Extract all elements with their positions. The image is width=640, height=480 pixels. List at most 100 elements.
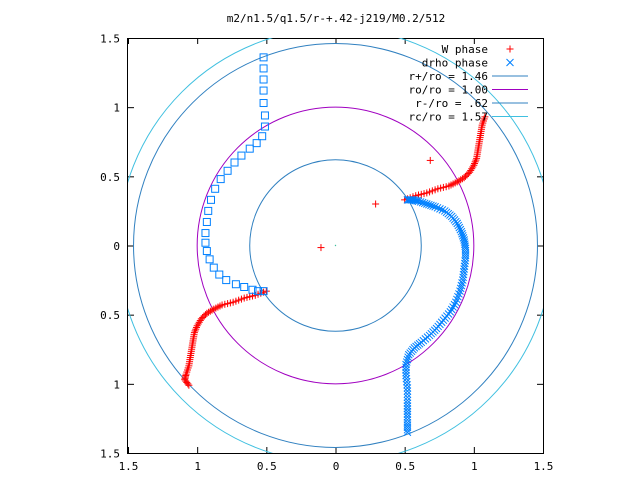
square-marker	[201, 229, 210, 238]
cross-marker	[403, 407, 412, 416]
square-marker	[207, 195, 215, 204]
square-marker	[215, 270, 224, 279]
cross-marker	[453, 219, 462, 228]
x-tick-label: 1	[471, 460, 478, 473]
plus-marker	[184, 380, 192, 388]
legend-label: drho phase	[422, 57, 488, 70]
plus-marker	[471, 158, 479, 166]
plus-marker	[506, 45, 514, 53]
cross-marker	[438, 206, 447, 214]
cross-marker	[402, 371, 410, 380]
cross-marker	[418, 198, 427, 207]
square-marker	[245, 144, 254, 153]
cross-marker	[403, 413, 412, 421]
y-tick-label: 0	[113, 240, 120, 253]
plus-marker	[191, 327, 199, 335]
cross-marker	[414, 197, 423, 206]
square-marker	[216, 175, 225, 184]
plus-marker	[192, 323, 200, 331]
square-marker	[237, 151, 246, 160]
cross-marker	[450, 300, 459, 309]
cross-marker	[456, 284, 465, 293]
cross-marker	[458, 231, 467, 240]
cross-marker	[433, 203, 442, 212]
square-marker	[204, 206, 213, 215]
square-marker	[205, 255, 214, 264]
legend-label: ro/ro = 1.00	[409, 84, 488, 97]
axis-ticks: 1.5 1 0.5 0 0.5 1 1.51.510.500.511.5	[100, 33, 553, 474]
x-tick-label: 1	[194, 460, 201, 473]
plus-marker	[372, 200, 380, 208]
cross-marker	[455, 223, 464, 232]
cross-marker	[431, 202, 439, 211]
plus-marker	[472, 156, 480, 164]
cross-marker	[425, 200, 433, 209]
cross-marker	[447, 305, 456, 314]
square-marker	[254, 287, 263, 296]
cross-marker	[403, 402, 412, 410]
square-marker	[248, 285, 257, 294]
y-tick-label: 1.5	[100, 448, 120, 461]
origin-dot	[334, 244, 337, 247]
x-tick-label: 0.5	[257, 460, 277, 473]
cross-marker	[403, 399, 412, 408]
legend-label: rc/ro = 1.57	[409, 111, 488, 124]
x-tick-label: 0	[333, 460, 340, 473]
square-marker	[259, 86, 268, 95]
series-plus	[181, 113, 489, 389]
square-marker	[252, 139, 261, 148]
cross-marker	[404, 350, 413, 359]
cross-marker	[454, 292, 462, 301]
cross-marker	[403, 410, 412, 419]
square-marker	[230, 158, 239, 167]
cross-marker	[449, 303, 457, 311]
x-tick-label: 1.5	[534, 460, 554, 473]
cross-marker	[403, 355, 412, 364]
cross-marker	[454, 221, 463, 230]
legend-label: r+/ro = 1.46	[409, 70, 488, 83]
plus-marker	[469, 163, 477, 171]
square-marker	[260, 122, 269, 131]
square-marker	[231, 280, 240, 289]
cross-marker	[402, 366, 410, 374]
cross-marker	[453, 295, 461, 304]
plus-marker	[317, 244, 325, 252]
cross-marker	[402, 360, 410, 369]
plus-marker	[194, 320, 202, 328]
x-tick-label: 1.5	[119, 460, 139, 473]
cross-marker	[402, 368, 410, 377]
plus-marker	[193, 322, 201, 330]
y-tick-label: 1	[113, 378, 120, 391]
cross-marker	[416, 198, 425, 206]
cross-marker	[403, 387, 412, 395]
cross-marker	[403, 384, 412, 392]
cross-marker	[422, 200, 431, 208]
square-marker	[202, 247, 211, 256]
series-cross	[402, 195, 470, 437]
cross-marker	[402, 374, 411, 383]
radius-circle	[249, 159, 422, 332]
cross-marker	[403, 393, 412, 402]
square-marker	[211, 184, 220, 193]
cross-marker	[457, 227, 466, 236]
y-tick-label: 0.5	[100, 171, 120, 184]
cross-marker	[402, 377, 411, 386]
cross-marker	[455, 290, 463, 298]
plus-marker	[470, 161, 478, 169]
cross-marker	[427, 201, 435, 210]
legend-label: W phase	[442, 43, 488, 56]
radius-circle	[133, 43, 538, 448]
plus-marker	[426, 156, 434, 164]
plus-marker	[185, 381, 193, 389]
square-marker	[259, 64, 268, 73]
square-marker	[259, 53, 268, 62]
square-marker	[258, 132, 267, 141]
cross-marker	[403, 425, 412, 434]
chart-title: m2/n1.5/q1.5/r-+.42-j219/M0.2/512	[227, 12, 446, 25]
legend-label: r-/ro = .62	[415, 97, 488, 110]
cross-marker	[403, 396, 412, 405]
radius-circle	[196, 106, 475, 385]
cross-marker	[420, 199, 429, 208]
cross-marker	[451, 298, 460, 307]
